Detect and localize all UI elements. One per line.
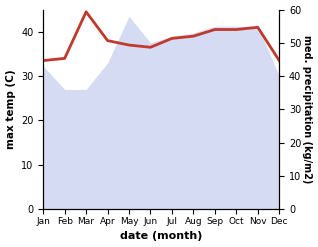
Y-axis label: max temp (C): max temp (C) <box>5 70 16 149</box>
X-axis label: date (month): date (month) <box>120 231 203 242</box>
Y-axis label: med. precipitation (kg/m2): med. precipitation (kg/m2) <box>302 35 313 184</box>
